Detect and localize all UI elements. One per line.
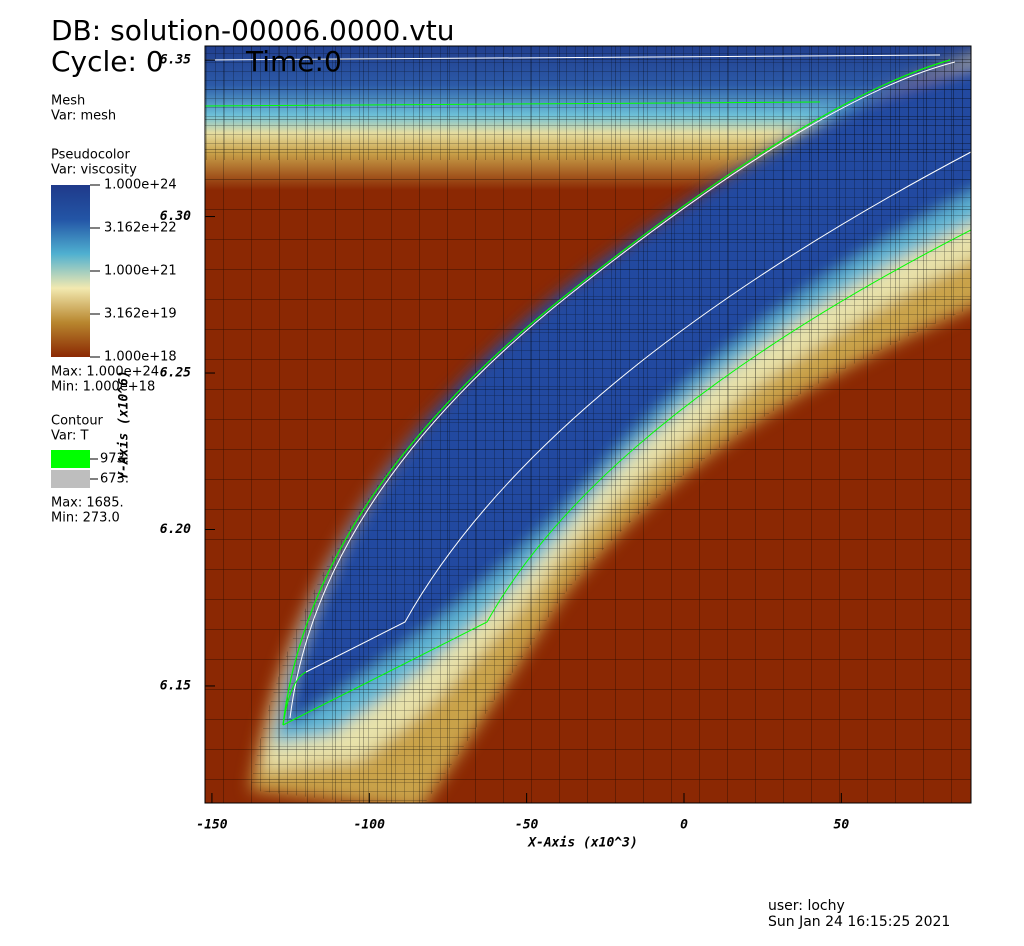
pc-min: Min: 1.000e+18 <box>51 380 155 395</box>
mesh-legend-title: Mesh <box>51 94 85 109</box>
pc-max: Max: 1.000e+24 <box>51 365 159 380</box>
cycle: Cycle: 0 <box>51 45 164 78</box>
colorbar-tick-label: 1.000e+21 <box>104 264 177 279</box>
mesh-legend-var: Var: mesh <box>51 109 116 124</box>
contour-swatch <box>51 470 90 488</box>
x-tick-label: -150 <box>196 818 227 833</box>
pc-legend-var: Var: viscosity <box>51 163 137 178</box>
contour-max: Max: 1685. <box>51 496 124 511</box>
colorbar-tick-label: 3.162e+19 <box>104 307 177 322</box>
contour-swatch <box>51 450 90 468</box>
contour-level-label: 673. <box>100 472 129 487</box>
y-tick-label: 6.25 <box>160 366 191 381</box>
colorbar-tick-label: 1.000e+18 <box>104 350 177 365</box>
x-tick-label: 50 <box>834 818 850 833</box>
y-tick-label: 6.15 <box>160 678 191 693</box>
axes: -150 -100 -50 0 50 6.15 6.20 6.25 6.30 6.35 X-Axis… <box>117 53 850 851</box>
colorbar-tick-label: 1.000e+24 <box>104 178 177 193</box>
x-tick-label: 0 <box>680 818 688 833</box>
y-tick-label: 6.20 <box>160 522 191 537</box>
field <box>205 46 971 803</box>
colorbar <box>51 185 90 357</box>
x-axis-label: X-Axis (x10^3) <box>527 836 638 851</box>
pc-legend-title: Pseudocolor <box>51 148 130 163</box>
date: Sun Jan 24 16:15:25 2021 <box>768 914 950 930</box>
y-tick-label: 6.30 <box>160 209 191 224</box>
contour-legend-var: Var: T <box>51 429 88 444</box>
time: Time:0 <box>245 45 342 78</box>
y-axis-label: Y-Axis (x10^6) <box>117 370 132 480</box>
x-tick-label: -50 <box>515 818 539 833</box>
contour-legend-title: Contour <box>51 414 104 429</box>
y-tick-label: 6.35 <box>160 53 191 68</box>
db-title: DB: solution-00006.0000.vtu <box>51 14 455 47</box>
contour-min: Min: 273.0 <box>51 511 120 526</box>
x-tick-label: -100 <box>354 818 385 833</box>
user: user: lochy <box>768 898 845 914</box>
contour-level-label: 973. <box>100 452 129 467</box>
colorbar-tick-label: 3.162e+22 <box>104 221 177 236</box>
plot-frame <box>204 45 972 804</box>
